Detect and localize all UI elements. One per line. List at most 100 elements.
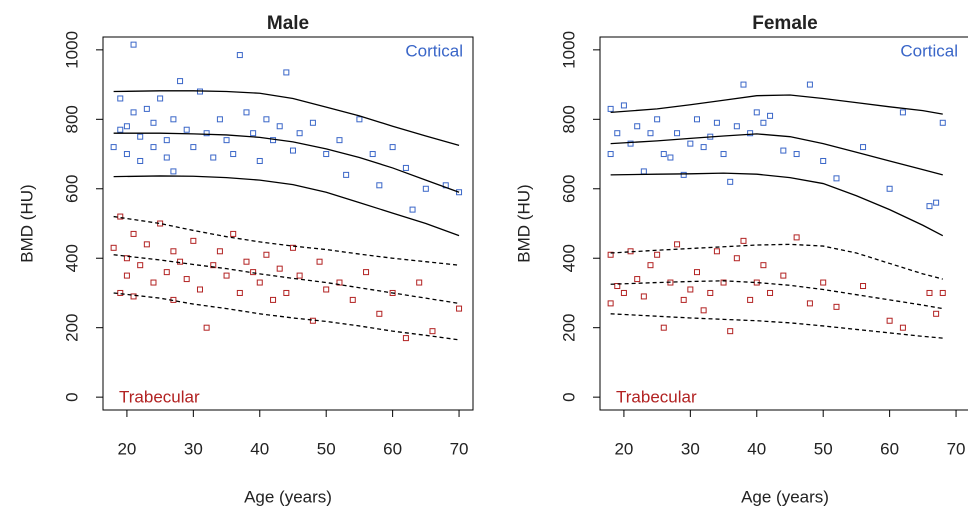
data-point [250, 269, 257, 276]
data-point [296, 130, 303, 137]
x-tick-label: 20 [117, 439, 136, 458]
data-point [143, 105, 150, 112]
data-point [150, 279, 157, 286]
data-point [117, 95, 124, 102]
data-point [123, 255, 130, 262]
data-point [674, 241, 681, 248]
data-point [767, 289, 774, 296]
percentile-curve [113, 175, 460, 237]
data-point [456, 189, 463, 196]
data-point [117, 289, 124, 296]
data-point [886, 317, 893, 324]
data-point [402, 335, 409, 342]
percentile-curve [113, 132, 460, 193]
data-point [196, 286, 203, 293]
data-point [283, 69, 290, 76]
series-label: Cortical [405, 41, 463, 60]
percentile-curve [610, 172, 944, 237]
data-point [130, 109, 137, 116]
x-axis-label: Age (years) [741, 487, 829, 506]
data-point [117, 126, 124, 133]
data-point [309, 317, 316, 324]
data-point [607, 151, 614, 158]
data-point [926, 289, 933, 296]
x-tick-label: 50 [814, 439, 833, 458]
data-point [939, 119, 946, 126]
data-point [130, 41, 137, 48]
data-point [700, 307, 707, 314]
x-tick-label: 30 [681, 439, 700, 458]
data-point [177, 258, 184, 265]
data-point [389, 289, 396, 296]
data-point [170, 248, 177, 255]
data-point [660, 324, 667, 331]
data-point [833, 175, 840, 182]
x-tick-label: 70 [450, 439, 469, 458]
data-point [614, 130, 621, 137]
chart-title: Male [267, 13, 309, 34]
percentile-curve [610, 280, 943, 310]
data-point [130, 293, 137, 300]
data-point [793, 234, 800, 241]
data-point [760, 262, 767, 269]
data-point [780, 272, 787, 279]
data-point [620, 289, 627, 296]
y-tick-label: 1000 [559, 31, 578, 69]
data-point [740, 81, 747, 88]
data-point [256, 279, 263, 286]
data-point [349, 296, 356, 303]
data-point [343, 171, 350, 178]
data-point [236, 52, 243, 59]
percentile-curve [113, 90, 460, 146]
x-axis-label: Age (years) [244, 487, 332, 506]
data-point [733, 123, 740, 130]
percentile-curve [113, 254, 460, 305]
data-point [806, 300, 813, 307]
data-point [456, 305, 463, 312]
data-point [203, 130, 210, 137]
data-point [263, 251, 270, 258]
x-tick-label: 50 [317, 439, 336, 458]
data-point [687, 140, 694, 147]
data-point [806, 81, 813, 88]
data-point [654, 251, 661, 258]
data-point [627, 140, 634, 147]
y-axis-label: BMD (HU) [514, 184, 533, 262]
data-point [309, 119, 316, 126]
data-point [137, 133, 144, 140]
data-point [150, 119, 157, 126]
data-point [720, 151, 727, 158]
data-point [727, 178, 734, 185]
data-point [243, 258, 250, 265]
percentile-curve [610, 133, 943, 176]
data-point [250, 130, 257, 137]
y-tick-label: 200 [62, 314, 81, 342]
data-point [780, 147, 787, 154]
data-point [137, 157, 144, 164]
data-point [767, 112, 774, 119]
x-tick-label: 40 [250, 439, 269, 458]
series-label: Cortical [900, 41, 958, 60]
data-point [123, 151, 130, 158]
data-point [793, 151, 800, 158]
data-point [634, 123, 641, 130]
data-point [820, 279, 827, 286]
percentile-curve [610, 243, 943, 280]
data-point [203, 324, 210, 331]
data-point [693, 269, 700, 276]
data-point [409, 206, 416, 213]
y-tick-label: 200 [559, 314, 578, 342]
data-point [236, 289, 243, 296]
data-point [416, 279, 423, 286]
series-label: Trabecular [616, 387, 697, 406]
data-point [926, 203, 933, 210]
data-point [376, 310, 383, 317]
data-point [820, 157, 827, 164]
data-point [216, 116, 223, 123]
data-point [210, 154, 217, 161]
data-point [640, 293, 647, 300]
y-tick-label: 800 [62, 105, 81, 133]
data-point [230, 230, 237, 237]
data-point [336, 137, 343, 144]
